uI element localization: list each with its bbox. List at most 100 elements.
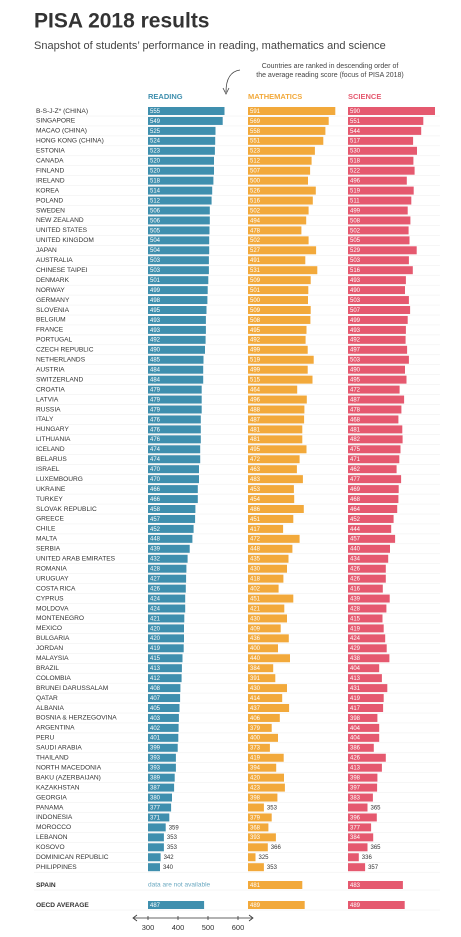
- bar: [148, 256, 209, 265]
- value-label: 406: [250, 716, 261, 722]
- chart-title: PISA 2018 results: [34, 10, 210, 33]
- bar: [148, 654, 183, 663]
- value-label: 505: [350, 238, 361, 244]
- bar: [148, 544, 190, 553]
- column-header: READING: [148, 92, 183, 101]
- value-label: 325: [259, 855, 270, 861]
- value-label: 394: [250, 766, 261, 772]
- country-label: GREECE: [36, 516, 64, 523]
- bar: [348, 634, 386, 643]
- country-label: MEXICO: [36, 625, 62, 632]
- bar: [348, 355, 409, 364]
- bar: [148, 266, 209, 275]
- bar: [348, 335, 406, 344]
- value-label: 503: [350, 358, 361, 364]
- country-label: URUGUAY: [36, 575, 69, 582]
- value-label: 499: [350, 208, 361, 214]
- bar: [348, 783, 378, 792]
- country-label: SLOVENIA: [36, 307, 70, 314]
- annotation-arrow-head: [222, 87, 230, 95]
- value-label: 507: [250, 169, 261, 175]
- value-label: 413: [350, 766, 361, 772]
- column-header: SCIENCE: [348, 92, 381, 101]
- country-label: LEBANON: [36, 834, 68, 841]
- bar: [348, 216, 411, 225]
- bar: [248, 246, 317, 255]
- bar: [248, 286, 309, 295]
- value-label: 519: [350, 188, 361, 194]
- bar: [148, 226, 210, 235]
- value-label: 389: [150, 776, 161, 782]
- value-label: 487: [150, 903, 161, 909]
- value-label: 502: [250, 238, 261, 244]
- value-label: 523: [150, 149, 161, 155]
- value-label: 506: [150, 208, 161, 214]
- country-label: CANADA: [36, 158, 64, 165]
- bar: [348, 644, 387, 653]
- bar: [248, 445, 307, 454]
- bar: [148, 186, 213, 195]
- value-label: 468: [350, 497, 361, 503]
- value-label: 423: [250, 785, 261, 791]
- value-label: 518: [350, 159, 361, 165]
- bar: [148, 455, 201, 464]
- bar: [148, 644, 184, 653]
- value-label: 494: [250, 218, 261, 224]
- bar: [248, 793, 278, 802]
- value-label: 451: [250, 596, 261, 602]
- value-label: 551: [350, 119, 361, 125]
- value-label: 483: [250, 477, 261, 483]
- bar: [148, 206, 210, 215]
- bar: [248, 186, 316, 195]
- value-label: 569: [250, 119, 261, 125]
- value-label: 377: [150, 805, 161, 811]
- value-label: 499: [250, 348, 261, 354]
- country-label: LATVIA: [36, 396, 59, 403]
- value-label: 368: [250, 825, 261, 831]
- country-label: ARGENTINA: [36, 725, 75, 732]
- value-label: 474: [150, 457, 161, 463]
- country-label: MOLDOVA: [36, 605, 69, 612]
- value-label: 414: [250, 696, 261, 702]
- value-label: 379: [250, 815, 261, 821]
- bar: [348, 743, 374, 752]
- country-label: SLOVAK REPUBLIC: [36, 506, 97, 513]
- value-label: 490: [350, 368, 361, 374]
- bar: [248, 136, 324, 145]
- annotation: the average reading score (focus of PISA…: [256, 72, 403, 79]
- country-label: PORTUGAL: [36, 337, 72, 344]
- bar: [348, 276, 406, 285]
- bar: [148, 723, 179, 732]
- bar: [348, 395, 405, 404]
- country-label: KOSOVO: [36, 844, 65, 851]
- bar: [248, 156, 312, 165]
- bar: [148, 713, 179, 722]
- bar: [248, 475, 303, 484]
- country-label: MONTENEGRO: [36, 615, 84, 622]
- value-label: 525: [150, 129, 161, 135]
- bar: [148, 236, 210, 245]
- value-label: 520: [150, 169, 161, 175]
- bar: [148, 156, 214, 165]
- bar: [148, 296, 208, 305]
- value-label: 476: [150, 417, 161, 423]
- country-label: DOMINICAN REPUBLIC: [36, 854, 109, 861]
- value-label: 365: [371, 805, 382, 811]
- bar: [348, 296, 409, 305]
- country-label: CZECH REPUBLIC: [36, 347, 94, 354]
- bar: [348, 425, 403, 434]
- value-label: 342: [164, 855, 175, 861]
- value-label: 452: [350, 517, 361, 523]
- value-label: 509: [250, 308, 261, 314]
- bar: [348, 654, 390, 663]
- value-label: 478: [250, 228, 261, 234]
- bar: [148, 485, 198, 494]
- value-label: 493: [350, 278, 361, 284]
- bar: [248, 315, 311, 324]
- value-label: 415: [150, 656, 161, 662]
- value-label: 380: [150, 795, 161, 801]
- country-label: PERU: [36, 735, 55, 742]
- value-label: 479: [150, 397, 161, 403]
- bar: [348, 763, 382, 772]
- x-tick-label: 500: [202, 923, 215, 932]
